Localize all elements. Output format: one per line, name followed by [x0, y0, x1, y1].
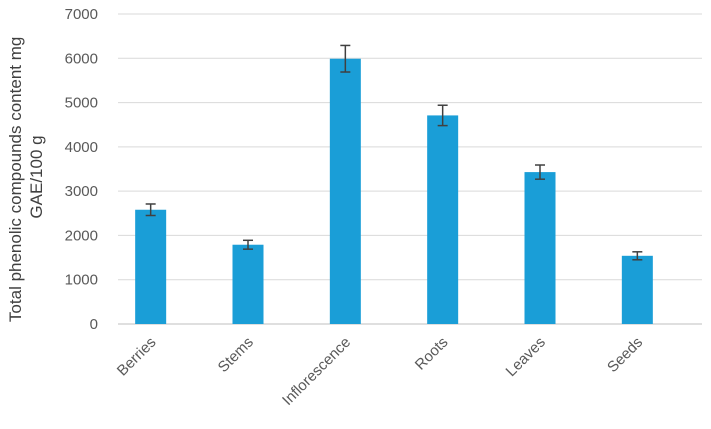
error-bar	[340, 44, 351, 73]
y-axis-title-line1: Total phenolic compounds content mg	[6, 37, 25, 322]
bars	[135, 58, 653, 325]
y-axis-title-line2: GAE/100 g	[27, 135, 46, 218]
bar	[621, 255, 653, 324]
bar	[427, 115, 459, 325]
x-axis-ticks: Berries Stems Inflorescence Roots Leaves Seed…	[114, 334, 646, 409]
error-bar	[145, 203, 156, 217]
x-tick-label: Seeds	[604, 334, 646, 376]
bar	[232, 244, 264, 324]
error-bar	[437, 104, 448, 127]
x-tick-label: Roots	[412, 334, 452, 374]
x-tick-label: Inflorescence	[279, 334, 354, 409]
y-tick-label: 2000	[65, 227, 98, 244]
y-axis-title: Total phenolic compounds content mg GAE/…	[6, 32, 46, 322]
y-tick-label: 3000	[65, 183, 98, 200]
x-tick-label: Leaves	[503, 334, 549, 380]
bar	[524, 172, 556, 324]
y-axis-ticks: 0 1000 2000 3000 4000 5000 6000 7000	[65, 6, 98, 333]
x-tick-label: Stems	[215, 334, 257, 376]
y-tick-label: 5000	[65, 95, 98, 112]
bar	[135, 209, 167, 324]
error-bars	[145, 44, 643, 261]
y-tick-label: 0	[90, 316, 98, 333]
error-bar	[632, 251, 643, 261]
y-tick-label: 6000	[65, 50, 98, 67]
y-tick-label: 1000	[65, 272, 98, 289]
x-tick-label: Berries	[114, 334, 160, 380]
y-tick-label: 4000	[65, 139, 98, 156]
bar	[329, 58, 361, 324]
y-tick-label: 7000	[65, 6, 98, 23]
error-bar	[535, 164, 545, 180]
gridlines	[118, 13, 702, 325]
error-bar	[243, 239, 253, 250]
